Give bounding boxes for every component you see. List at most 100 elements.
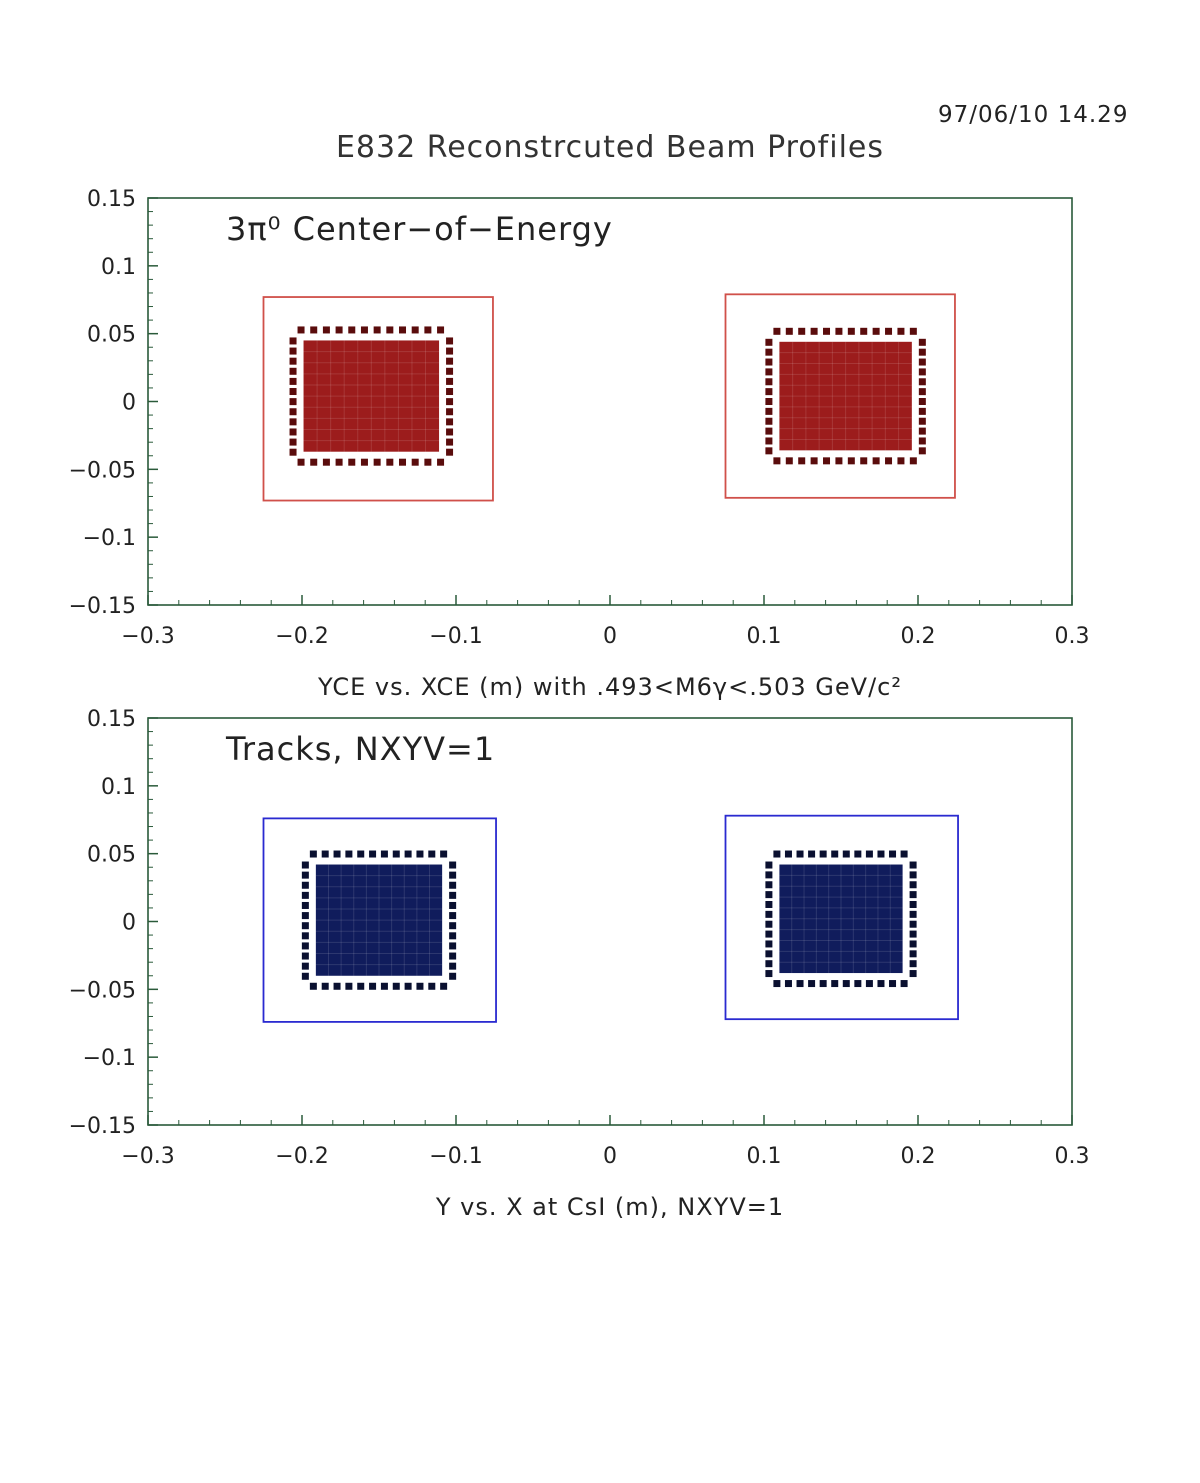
edge-block xyxy=(847,457,855,465)
edge-block xyxy=(335,326,343,334)
edge-block xyxy=(289,357,297,365)
beam-region xyxy=(262,817,497,1023)
edge-block xyxy=(765,910,773,918)
edge-block xyxy=(765,388,773,396)
edge-block xyxy=(918,447,926,455)
y-tick-label: 0 xyxy=(122,391,136,416)
edge-block xyxy=(918,368,926,376)
edge-block xyxy=(392,982,400,990)
beam-region xyxy=(262,296,494,502)
y-tick-label: −0.1 xyxy=(83,1046,136,1071)
edge-block xyxy=(918,407,926,415)
y-tick-label: 0.15 xyxy=(87,707,136,732)
edge-block xyxy=(357,850,365,858)
edge-block xyxy=(909,950,917,958)
edge-block xyxy=(411,326,419,334)
edge-block xyxy=(301,942,309,950)
edge-block xyxy=(854,980,862,988)
edge-block xyxy=(348,326,356,334)
edge-block xyxy=(321,982,329,990)
edge-block xyxy=(765,427,773,435)
edge-block xyxy=(918,417,926,425)
y-tick-label: 0.1 xyxy=(101,255,136,280)
edge-block xyxy=(289,347,297,355)
edge-block xyxy=(416,982,424,990)
edge-block xyxy=(301,871,309,879)
x-tick-label: −0.2 xyxy=(275,1144,328,1169)
edge-block xyxy=(301,972,309,980)
edge-block xyxy=(842,980,850,988)
edge-block xyxy=(392,850,400,858)
x-axis-label: Y vs. X at CsI (m), NXYV=1 xyxy=(435,1193,784,1221)
edge-block xyxy=(449,952,457,960)
x-tick-label: 0.3 xyxy=(1055,1144,1090,1169)
edge-block xyxy=(301,891,309,899)
edge-block xyxy=(798,457,806,465)
x-tick-label: 0 xyxy=(603,624,617,649)
edge-block xyxy=(872,457,880,465)
edge-block xyxy=(847,327,855,335)
edge-block xyxy=(449,912,457,920)
edge-block xyxy=(446,367,454,375)
edge-block xyxy=(289,377,297,385)
edge-block xyxy=(449,922,457,930)
edge-block xyxy=(449,901,457,909)
edge-block xyxy=(900,850,908,858)
edge-block xyxy=(404,982,412,990)
edge-block xyxy=(765,940,773,948)
edge-block xyxy=(765,930,773,938)
beam-density xyxy=(303,340,440,452)
edge-block xyxy=(796,980,804,988)
edge-block xyxy=(835,327,843,335)
y-tick-label: 0.05 xyxy=(87,323,136,348)
edge-block xyxy=(918,398,926,406)
x-tick-label: 0.1 xyxy=(747,624,782,649)
edge-block xyxy=(909,891,917,899)
edge-block xyxy=(773,327,781,335)
edge-block xyxy=(909,881,917,889)
y-tick-label: 0.05 xyxy=(87,843,136,868)
edge-block xyxy=(301,932,309,940)
edge-block xyxy=(909,910,917,918)
edge-block xyxy=(440,850,448,858)
x-tick-label: −0.2 xyxy=(275,624,328,649)
edge-block xyxy=(765,398,773,406)
edge-block xyxy=(345,982,353,990)
edge-block xyxy=(310,458,318,466)
edge-block xyxy=(404,850,412,858)
x-tick-label: 0 xyxy=(603,1144,617,1169)
edge-block xyxy=(909,457,917,465)
edge-block xyxy=(309,982,317,990)
edge-block xyxy=(765,871,773,879)
edge-block xyxy=(386,458,394,466)
page-title: E832 Reconstrcuted Beam Profiles xyxy=(335,130,885,165)
edge-block xyxy=(909,940,917,948)
edge-block xyxy=(808,850,816,858)
edge-block xyxy=(865,980,873,988)
edge-block xyxy=(369,850,377,858)
x-tick-label: 0.2 xyxy=(901,624,936,649)
edge-block xyxy=(831,980,839,988)
edge-block xyxy=(823,327,831,335)
edge-block xyxy=(765,368,773,376)
edge-block xyxy=(437,458,445,466)
edge-block xyxy=(301,861,309,869)
edge-block xyxy=(897,327,905,335)
beam-region xyxy=(724,814,959,1021)
edge-block xyxy=(918,358,926,366)
edge-block xyxy=(446,388,454,396)
edge-block xyxy=(411,458,419,466)
acceptance-frame xyxy=(724,814,959,1021)
edge-block xyxy=(810,457,818,465)
edge-block xyxy=(446,438,454,446)
acceptance-frame xyxy=(724,293,956,499)
edge-block xyxy=(909,920,917,928)
edge-block xyxy=(819,980,827,988)
y-tick-label: −0.05 xyxy=(69,458,136,483)
edge-block xyxy=(446,448,454,456)
y-tick-label: −0.15 xyxy=(69,594,136,619)
edge-block xyxy=(335,458,343,466)
edge-block xyxy=(416,850,424,858)
edge-block xyxy=(373,326,381,334)
edge-block xyxy=(360,326,368,334)
